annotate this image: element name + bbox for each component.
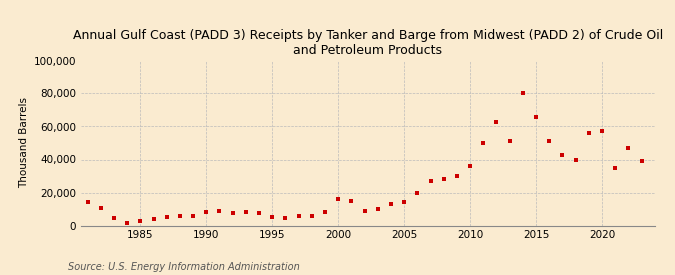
Point xyxy=(610,166,620,170)
Point xyxy=(201,210,212,214)
Point xyxy=(267,215,277,219)
Point xyxy=(570,157,581,162)
Point xyxy=(504,139,515,144)
Point xyxy=(135,218,146,223)
Point xyxy=(109,216,119,220)
Point xyxy=(452,174,462,178)
Point xyxy=(623,146,634,150)
Point xyxy=(122,220,132,225)
Y-axis label: Thousand Barrels: Thousand Barrels xyxy=(20,98,30,188)
Point xyxy=(214,209,225,214)
Point xyxy=(280,216,291,220)
Point xyxy=(175,214,186,219)
Point xyxy=(333,197,344,201)
Point xyxy=(544,139,555,144)
Point xyxy=(188,213,198,218)
Point xyxy=(636,159,647,163)
Point xyxy=(82,199,93,204)
Point xyxy=(438,177,449,182)
Point xyxy=(293,214,304,219)
Point xyxy=(95,206,106,210)
Point xyxy=(557,152,568,157)
Point xyxy=(240,210,251,214)
Point xyxy=(491,119,502,124)
Point xyxy=(385,202,396,206)
Text: Source: U.S. Energy Information Administration: Source: U.S. Energy Information Administ… xyxy=(68,262,299,272)
Point xyxy=(412,190,423,195)
Point xyxy=(319,210,330,214)
Point xyxy=(227,211,238,215)
Title: Annual Gulf Coast (PADD 3) Receipts by Tanker and Barge from Midwest (PADD 2) of: Annual Gulf Coast (PADD 3) Receipts by T… xyxy=(73,29,663,57)
Point xyxy=(306,213,317,218)
Point xyxy=(399,200,410,205)
Point xyxy=(254,211,265,215)
Point xyxy=(161,215,172,219)
Point xyxy=(478,141,489,145)
Point xyxy=(425,179,436,183)
Point xyxy=(531,114,541,119)
Point xyxy=(464,164,475,168)
Point xyxy=(583,131,594,135)
Point xyxy=(346,199,357,203)
Point xyxy=(373,207,383,211)
Point xyxy=(148,217,159,221)
Point xyxy=(597,129,608,134)
Point xyxy=(518,91,529,96)
Point xyxy=(359,208,370,213)
